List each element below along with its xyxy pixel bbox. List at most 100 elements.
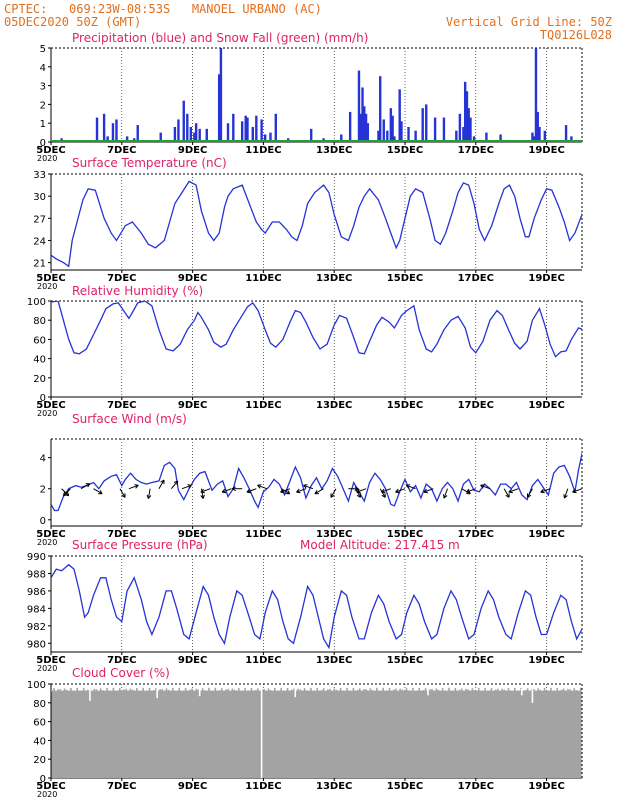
cloud-bar bbox=[65, 689, 68, 692]
precip-bar bbox=[359, 113, 362, 142]
x-tick-label: 5DEC bbox=[36, 655, 65, 666]
x-tick-label: 7DEC bbox=[107, 400, 136, 411]
y-tick-label: 3 bbox=[40, 82, 46, 93]
cloud-bar bbox=[214, 687, 217, 692]
panel-title: Surface Temperature (nC) bbox=[72, 156, 227, 170]
cloud-bar bbox=[82, 687, 85, 692]
cloud-bar bbox=[424, 688, 427, 692]
cloud-bar bbox=[72, 690, 74, 692]
panel-title: Surface Wind (m/s) bbox=[72, 412, 187, 426]
precip-bar bbox=[106, 136, 109, 142]
cloud-bar bbox=[284, 690, 287, 692]
cloud-bar bbox=[276, 690, 278, 692]
wind-arrow bbox=[405, 484, 416, 490]
cloud-bar bbox=[418, 687, 421, 692]
cloud-bar bbox=[465, 688, 467, 692]
precip-bar bbox=[564, 125, 568, 142]
precip-bar bbox=[361, 87, 364, 142]
x-tick-label: 15DEC bbox=[387, 655, 423, 666]
cloud-bar bbox=[514, 687, 516, 692]
x-tick-label: 13DEC bbox=[316, 145, 352, 156]
cloud-bar bbox=[220, 688, 223, 692]
x-tick-label: 19DEC bbox=[528, 781, 564, 792]
precip-bar bbox=[389, 108, 393, 142]
cloud-bar bbox=[135, 688, 138, 692]
cloud-bar bbox=[497, 688, 499, 692]
x-tick-label: 11DEC bbox=[245, 145, 281, 156]
wind-arrow bbox=[221, 488, 232, 494]
cloud-bar bbox=[458, 689, 461, 692]
wind-arrow bbox=[379, 488, 386, 498]
cloud-bar bbox=[152, 690, 155, 692]
cloud-bar bbox=[116, 690, 119, 692]
cloud-bar bbox=[274, 687, 276, 692]
wind-arrow bbox=[442, 488, 448, 499]
panel-annotation: Model Altitude: 217.415 m bbox=[300, 538, 460, 552]
y-tick-label: 4 bbox=[40, 454, 46, 465]
wind-arrow bbox=[572, 488, 583, 494]
cloud-bar bbox=[112, 687, 115, 692]
x-tick-label: 9DEC bbox=[178, 400, 207, 411]
wind-arrow bbox=[423, 488, 434, 494]
precip-bar bbox=[442, 117, 446, 142]
cloud-bar bbox=[429, 689, 431, 692]
precip-bar bbox=[379, 76, 382, 142]
cloud-bar bbox=[257, 688, 259, 692]
precip-bar bbox=[377, 130, 380, 142]
wind-arrow bbox=[200, 488, 211, 494]
x-tick-label: 15DEC bbox=[387, 781, 423, 792]
cloud-bar bbox=[352, 687, 355, 692]
cloud-bar bbox=[225, 689, 227, 692]
cloud-bar bbox=[435, 688, 438, 692]
cloud-bar bbox=[490, 688, 493, 692]
cloud-bar bbox=[59, 688, 62, 692]
precip-bar bbox=[458, 113, 462, 142]
cloud-bar bbox=[454, 687, 457, 692]
cloud-bar bbox=[70, 687, 72, 692]
precip-bar bbox=[260, 119, 263, 142]
cloud-dip bbox=[89, 688, 91, 701]
x-tick-label: 13DEC bbox=[316, 529, 352, 540]
y-tick-label: 4 bbox=[40, 63, 46, 74]
cloud-bar bbox=[560, 689, 563, 692]
cloud-bar bbox=[524, 690, 527, 692]
x-year-label: 2020 bbox=[37, 538, 57, 547]
x-tick-label: 9DEC bbox=[178, 781, 207, 792]
y-tick-label: 80 bbox=[33, 699, 46, 710]
precip-bar bbox=[263, 134, 267, 142]
cloud-bar bbox=[101, 690, 104, 692]
y-tick-label: 2 bbox=[40, 100, 46, 111]
cloud-bar bbox=[195, 688, 198, 692]
cloud-bar bbox=[448, 687, 450, 692]
x-year-label: 2020 bbox=[37, 409, 57, 418]
cloud-bar bbox=[146, 690, 149, 692]
cloud-bar bbox=[382, 687, 384, 692]
cloud-bar bbox=[80, 690, 83, 692]
precip-bar bbox=[433, 117, 437, 142]
panel-6: 0 20 40 60 80 100 5DEC 7DEC 9DEC 11DEC 13DEC 15DEC 1… bbox=[27, 666, 583, 799]
y-tick-label: 986 bbox=[27, 587, 46, 598]
cloud-bar bbox=[118, 688, 121, 692]
cloud-bar bbox=[108, 691, 110, 692]
y-tick-label: 33 bbox=[33, 170, 46, 181]
panel-title: Precipitation (blue) and Snow Fall (gree… bbox=[72, 31, 368, 45]
cloud-bar bbox=[579, 687, 582, 692]
cloud-bar bbox=[501, 688, 503, 692]
wind-arrow bbox=[356, 488, 367, 494]
cloud-bar bbox=[329, 688, 331, 692]
precip-bar bbox=[115, 119, 118, 142]
cloud-bar bbox=[263, 689, 265, 692]
cloud-dip bbox=[198, 688, 201, 697]
x-tick-label: 9DEC bbox=[178, 145, 207, 156]
x-tick-label: 13DEC bbox=[316, 273, 352, 284]
x-tick-label: 17DEC bbox=[458, 273, 494, 284]
cloud-bar bbox=[473, 690, 476, 692]
cloud-dip bbox=[427, 688, 429, 696]
precip-bar bbox=[309, 128, 313, 142]
wind-arrow bbox=[257, 484, 268, 490]
cloud-bar bbox=[350, 690, 353, 692]
precip-bar bbox=[465, 91, 469, 142]
precip-bar bbox=[414, 130, 417, 142]
precip-bar bbox=[393, 136, 396, 142]
wind-arrow bbox=[395, 488, 406, 494]
